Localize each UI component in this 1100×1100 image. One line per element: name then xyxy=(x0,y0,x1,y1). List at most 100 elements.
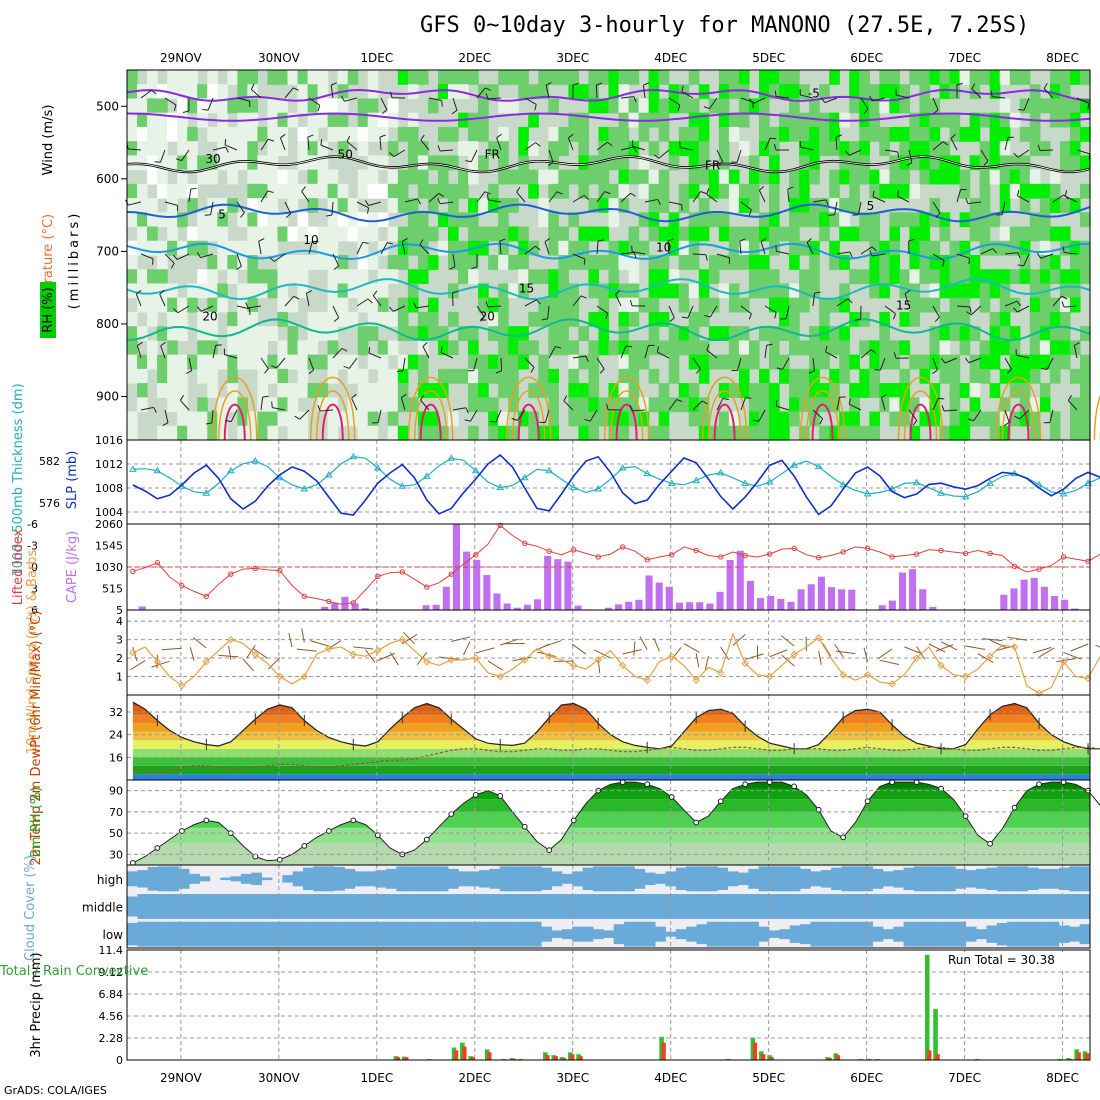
wind-barb-flag xyxy=(388,306,394,312)
rh-cell xyxy=(548,212,559,228)
rh-cell xyxy=(528,425,539,441)
wind-barb-flag xyxy=(933,109,939,115)
wind-barb xyxy=(1007,636,1027,641)
rh-cell xyxy=(718,226,730,242)
wind-barb xyxy=(377,409,382,423)
rh-cell xyxy=(718,183,730,199)
rh-cell xyxy=(377,112,389,128)
wind-barb-flag xyxy=(677,104,681,111)
rh-cell xyxy=(347,283,359,299)
rh-cell xyxy=(237,340,248,356)
rh-cell xyxy=(1079,383,1091,398)
rh-cell xyxy=(668,354,680,370)
rh-cell xyxy=(157,383,168,398)
rh-cell xyxy=(789,112,800,128)
rh-cell xyxy=(437,155,449,171)
wind-barb-flag xyxy=(950,133,956,139)
rh-cell xyxy=(578,226,590,242)
rh-cell xyxy=(548,368,559,384)
wind-barb xyxy=(732,634,746,646)
rh-cell xyxy=(297,368,309,384)
rh-cell xyxy=(718,169,730,185)
cloud-cell xyxy=(137,870,149,888)
wind-barb xyxy=(631,409,646,412)
precip-bar-total xyxy=(1074,1049,1079,1060)
rh-cell xyxy=(708,326,720,341)
rh-cell xyxy=(678,340,690,356)
rh-cell xyxy=(468,155,479,171)
thickness-marker xyxy=(618,464,627,471)
cloud-cell xyxy=(147,867,159,891)
rh-cell xyxy=(678,183,690,199)
rh-cell xyxy=(718,425,730,441)
rh-cell xyxy=(859,368,870,384)
rh-cell xyxy=(407,84,419,100)
rh-cell xyxy=(347,126,359,142)
rh-cell xyxy=(508,70,519,85)
wind-barb-flag xyxy=(932,369,938,375)
wind-barb xyxy=(1019,409,1030,420)
rh-cell xyxy=(468,126,479,142)
cloud-cell xyxy=(572,871,584,887)
cloud-cell xyxy=(655,894,666,919)
wind-barb-flag xyxy=(990,90,993,97)
rh-cell xyxy=(698,169,710,185)
rh-cell xyxy=(769,84,780,100)
precip-bar-convective xyxy=(578,1056,583,1060)
cloud-cell xyxy=(251,921,263,947)
li-tick-label: 3 xyxy=(31,583,38,596)
rh-cell xyxy=(849,397,860,413)
rh-cell xyxy=(498,169,509,185)
rh-cell xyxy=(658,98,670,114)
wind-barb-flag xyxy=(464,419,471,422)
rh-cell xyxy=(297,212,309,228)
wind-barb xyxy=(632,145,646,151)
li-marker xyxy=(1036,566,1042,572)
rh-cell xyxy=(688,311,700,327)
wind-barb xyxy=(543,640,562,648)
rh-cell xyxy=(889,126,901,142)
cloud-cell xyxy=(499,866,511,892)
precip-bar-convective xyxy=(462,1046,467,1060)
wind-speed-marker xyxy=(986,652,994,660)
wind-tick-label: 3 xyxy=(116,634,123,647)
rh-cell xyxy=(959,311,971,327)
rh-cell xyxy=(879,397,890,413)
wind-barb-flag xyxy=(268,138,275,142)
wind-barb-flag xyxy=(633,252,637,259)
rh-cell xyxy=(1079,183,1091,199)
rh-cell xyxy=(849,198,860,213)
wind-barb-flag xyxy=(774,90,777,97)
rh-cell xyxy=(598,283,610,299)
rh-cell xyxy=(267,368,279,384)
rh-cell xyxy=(137,98,148,114)
rh-cell xyxy=(1039,326,1051,341)
rh-cell xyxy=(137,383,148,398)
wind-speed-marker xyxy=(863,670,872,679)
rh-cell xyxy=(578,126,590,142)
rh-cell xyxy=(1079,354,1091,370)
wind-barb-flag xyxy=(499,238,506,242)
wind-barb-flag xyxy=(541,318,548,321)
instability-contour xyxy=(799,376,846,441)
rh-cell xyxy=(839,297,850,313)
rh-cell xyxy=(1019,397,1031,413)
wind-barb xyxy=(332,348,343,359)
rh-cell xyxy=(598,70,610,85)
rh-cell xyxy=(247,226,259,242)
rh-cell xyxy=(407,141,419,156)
rh-cell xyxy=(287,198,299,213)
rh-cell xyxy=(728,112,740,128)
rh-cell xyxy=(468,212,479,228)
ylabel-lifted-index: Lifted Index xyxy=(11,528,26,605)
rh-cell xyxy=(227,126,238,142)
cloud-cell xyxy=(592,894,604,919)
cloud-cell xyxy=(530,921,542,947)
rh-cell xyxy=(1049,84,1061,100)
wind-barb xyxy=(736,149,742,163)
rh-cell xyxy=(959,70,971,85)
wind-speed-marker xyxy=(765,672,774,681)
wind-barb xyxy=(973,409,982,422)
rh-cell xyxy=(628,226,640,242)
